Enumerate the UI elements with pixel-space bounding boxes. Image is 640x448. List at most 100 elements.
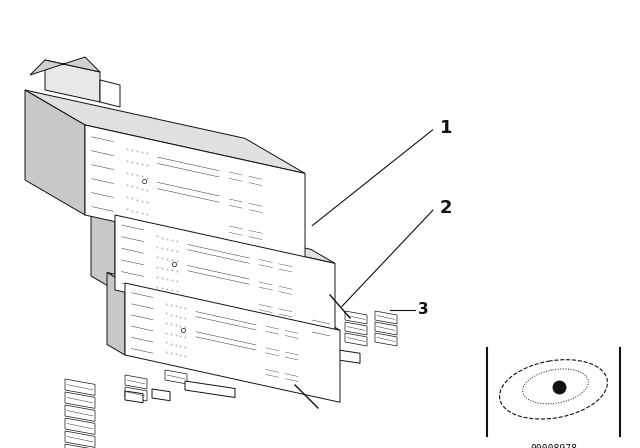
Polygon shape <box>90 159 116 176</box>
Polygon shape <box>156 150 221 184</box>
Polygon shape <box>156 202 221 236</box>
Polygon shape <box>278 279 293 299</box>
Polygon shape <box>228 191 243 214</box>
Polygon shape <box>194 306 259 336</box>
Polygon shape <box>272 215 298 237</box>
Polygon shape <box>278 302 293 322</box>
Polygon shape <box>186 238 252 269</box>
Polygon shape <box>265 341 280 360</box>
Polygon shape <box>120 232 146 246</box>
Polygon shape <box>278 257 293 277</box>
Polygon shape <box>90 145 116 161</box>
Polygon shape <box>228 164 243 187</box>
Polygon shape <box>125 387 147 401</box>
Polygon shape <box>120 255 146 270</box>
Polygon shape <box>302 297 328 316</box>
Polygon shape <box>45 60 100 102</box>
Polygon shape <box>375 322 397 335</box>
Polygon shape <box>308 379 333 397</box>
Polygon shape <box>65 392 95 409</box>
Polygon shape <box>284 345 299 365</box>
Polygon shape <box>258 253 273 272</box>
Polygon shape <box>310 315 332 329</box>
Polygon shape <box>272 174 298 195</box>
Polygon shape <box>156 175 221 209</box>
Polygon shape <box>25 90 305 173</box>
Polygon shape <box>310 327 332 341</box>
Polygon shape <box>129 321 155 336</box>
Polygon shape <box>152 389 170 401</box>
Polygon shape <box>120 267 146 281</box>
Text: 00008978: 00008978 <box>530 444 577 448</box>
Polygon shape <box>345 322 367 335</box>
Polygon shape <box>272 195 298 216</box>
Polygon shape <box>90 131 116 147</box>
Polygon shape <box>228 218 243 241</box>
Polygon shape <box>120 278 146 293</box>
Polygon shape <box>127 145 147 161</box>
Polygon shape <box>122 140 151 222</box>
Polygon shape <box>284 367 299 386</box>
Polygon shape <box>100 80 120 107</box>
Polygon shape <box>107 272 340 330</box>
Polygon shape <box>345 311 367 324</box>
Polygon shape <box>65 444 95 448</box>
Polygon shape <box>308 363 333 381</box>
Polygon shape <box>375 311 397 324</box>
Polygon shape <box>248 168 263 191</box>
Polygon shape <box>302 280 328 299</box>
Polygon shape <box>120 220 146 235</box>
Polygon shape <box>125 391 143 403</box>
Polygon shape <box>90 173 116 190</box>
Polygon shape <box>194 326 259 356</box>
Polygon shape <box>115 215 335 338</box>
Polygon shape <box>107 272 125 355</box>
Polygon shape <box>157 233 177 247</box>
Polygon shape <box>125 283 340 402</box>
Polygon shape <box>129 310 155 324</box>
Polygon shape <box>165 370 187 384</box>
Polygon shape <box>91 201 115 290</box>
Polygon shape <box>90 201 116 217</box>
Polygon shape <box>65 405 95 422</box>
Text: 1: 1 <box>440 119 452 137</box>
Polygon shape <box>186 281 252 313</box>
Polygon shape <box>272 237 298 258</box>
Polygon shape <box>194 347 259 377</box>
Polygon shape <box>25 90 85 215</box>
Polygon shape <box>65 418 95 435</box>
Text: 2: 2 <box>440 199 452 217</box>
Polygon shape <box>248 195 263 218</box>
Polygon shape <box>302 314 328 333</box>
Polygon shape <box>265 363 280 382</box>
Polygon shape <box>129 299 155 314</box>
Polygon shape <box>129 344 155 358</box>
Polygon shape <box>65 379 95 396</box>
Polygon shape <box>152 229 181 298</box>
Polygon shape <box>185 381 235 397</box>
Text: 3: 3 <box>418 302 429 318</box>
Polygon shape <box>30 57 100 75</box>
Polygon shape <box>129 332 155 347</box>
Polygon shape <box>305 345 360 363</box>
Polygon shape <box>85 125 305 263</box>
Polygon shape <box>120 243 146 258</box>
Polygon shape <box>90 187 116 203</box>
Polygon shape <box>91 201 335 263</box>
Polygon shape <box>375 333 397 346</box>
Polygon shape <box>65 431 95 448</box>
Polygon shape <box>308 330 333 348</box>
Polygon shape <box>129 288 155 302</box>
Polygon shape <box>161 297 189 363</box>
Polygon shape <box>345 333 367 346</box>
Polygon shape <box>302 263 328 281</box>
Polygon shape <box>248 222 263 245</box>
Polygon shape <box>265 319 280 339</box>
Polygon shape <box>258 275 273 295</box>
Polygon shape <box>308 346 333 364</box>
Polygon shape <box>166 301 185 314</box>
Polygon shape <box>258 297 273 317</box>
Polygon shape <box>284 324 299 343</box>
Polygon shape <box>125 375 147 389</box>
Polygon shape <box>186 259 252 290</box>
